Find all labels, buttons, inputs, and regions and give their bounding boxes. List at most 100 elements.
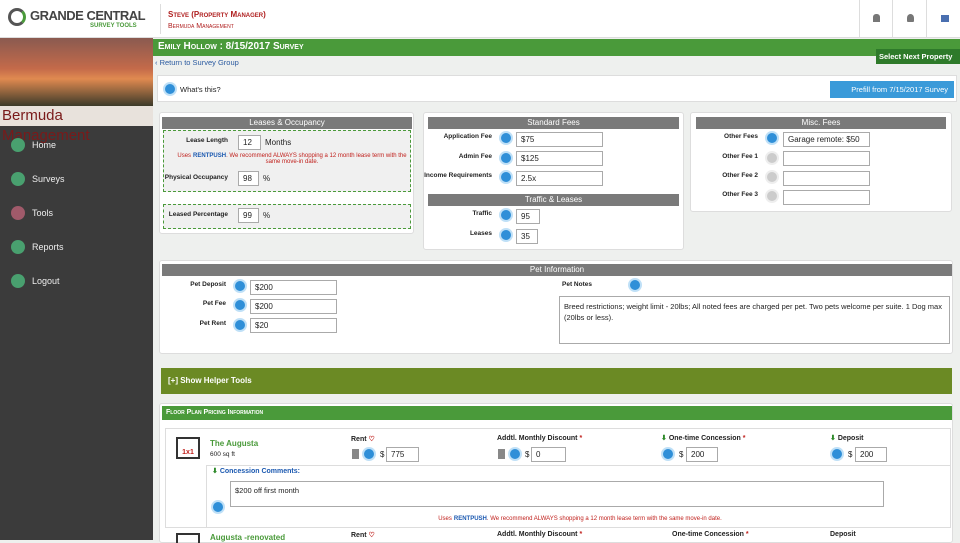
input[interactable]: 200: [686, 447, 718, 462]
header: GRANDE CENTRAL SURVEY TOOLS Steve (Prope…: [0, 0, 960, 38]
input[interactable]: [783, 151, 870, 166]
field-icon[interactable]: [233, 318, 247, 332]
floorplan-panel: [159, 403, 953, 543]
bell-icon[interactable]: [873, 14, 880, 22]
column-label: ⬇ One-time Concession *: [661, 435, 746, 442]
help-icon[interactable]: [163, 82, 177, 96]
field-icon[interactable]: [661, 447, 675, 461]
plan-size: 600 sq ft: [210, 451, 235, 458]
field-icon[interactable]: [211, 500, 225, 514]
plan-type: 1x1: [176, 437, 200, 459]
help-text[interactable]: What's this?: [180, 85, 221, 94]
field-label: Pet Deposit: [190, 281, 226, 288]
field-icon[interactable]: [499, 151, 513, 165]
field-icon[interactable]: [362, 447, 376, 461]
divider: [926, 0, 927, 38]
nav-label[interactable]: Reports: [32, 242, 64, 252]
nav-item[interactable]: Tools: [0, 198, 153, 228]
input[interactable]: Garage remote: $50: [783, 132, 870, 147]
field-icon[interactable]: [499, 228, 513, 242]
field-icon[interactable]: [508, 447, 522, 461]
sidebar: Bermuda Management Home Surveys Tools Re…: [0, 38, 153, 540]
unit: Months: [265, 138, 292, 147]
nav-label[interactable]: Logout: [32, 276, 60, 286]
unit: %: [263, 174, 271, 183]
prefill-button[interactable]: Prefill from 7/15/2017 Survey: [830, 81, 954, 98]
field-icon[interactable]: [628, 278, 642, 292]
field-icon[interactable]: [499, 170, 513, 184]
field-icon[interactable]: [765, 189, 779, 203]
pet-notes[interactable]: Breed restrictions; weight limit - 20lbs…: [559, 296, 950, 344]
input[interactable]: 200: [855, 447, 887, 462]
input[interactable]: 0: [531, 447, 566, 462]
input[interactable]: $200: [250, 299, 337, 314]
note-text: . We recommend ALWAYS shopping a 12 mont…: [226, 153, 407, 165]
nav-label[interactable]: Surveys: [32, 174, 65, 184]
plan-name: The Augusta: [210, 439, 259, 448]
survey-title: Emily Hollow : 8/15/2017 Survey: [153, 39, 960, 56]
input[interactable]: [783, 190, 870, 205]
input[interactable]: $200: [250, 280, 337, 295]
user-icon[interactable]: [907, 14, 914, 22]
column-text: Addtl. Monthly Discount: [497, 531, 578, 538]
input[interactable]: 95: [516, 209, 540, 224]
field-label: Admin Fee: [458, 153, 492, 160]
column-text: Deposit: [830, 531, 856, 538]
next-property-button[interactable]: Select Next Property: [876, 49, 960, 64]
note-brand: RENTPUSH: [453, 516, 487, 522]
nav-label[interactable]: Home: [32, 140, 57, 150]
panel-header: Leases & Occupancy: [162, 117, 412, 129]
currency: $: [848, 450, 853, 459]
logout-icon[interactable]: [941, 15, 949, 22]
field-label: Traffic: [472, 210, 492, 217]
input[interactable]: $75: [516, 132, 603, 147]
column-text: Rent: [351, 436, 367, 443]
note-brand: RENTPUSH: [193, 153, 227, 159]
nav-item[interactable]: Surveys: [0, 164, 153, 194]
panel-header: Traffic & Leases: [428, 194, 679, 206]
input[interactable]: 2.5x: [516, 171, 603, 186]
field-icon[interactable]: [765, 151, 779, 165]
helper-tools[interactable]: [+] Show Helper Tools: [161, 368, 952, 394]
field-icon[interactable]: [233, 298, 247, 312]
back-link[interactable]: ‹ Return to Survey Group: [155, 58, 239, 67]
nav-item[interactable]: Home: [0, 130, 153, 160]
field-icon[interactable]: [830, 447, 844, 461]
calc-icon[interactable]: [352, 449, 359, 459]
field-label: Other Fees: [724, 133, 758, 140]
divider: [892, 0, 893, 38]
currency: $: [679, 450, 684, 459]
input[interactable]: $125: [516, 151, 603, 166]
nav-item[interactable]: Reports: [0, 232, 153, 262]
panel-header: Standard Fees: [428, 117, 679, 129]
column-label: ⬇ Deposit: [830, 435, 864, 442]
note-text: . We recommend ALWAYS shopping a 12 mont…: [486, 516, 722, 522]
input[interactable]: 99: [238, 208, 259, 223]
column-text: Deposit: [837, 435, 864, 442]
comments-input[interactable]: $200 off first month: [230, 481, 884, 507]
back-link-text[interactable]: Return to Survey Group: [159, 58, 239, 67]
input[interactable]: [783, 171, 870, 186]
column-text: One-time Concession: [668, 435, 741, 442]
field-label: Pet Fee: [202, 300, 226, 307]
logo-sub: SURVEY TOOLS: [90, 23, 137, 29]
field-icon[interactable]: [233, 279, 247, 293]
field-icon[interactable]: [499, 131, 513, 145]
input[interactable]: 98: [238, 171, 259, 186]
calc-icon[interactable]: [498, 449, 505, 459]
field-label: Other Fee 2: [722, 172, 758, 179]
sidebar-company: Bermuda Management: [0, 106, 153, 144]
nav-item[interactable]: Logout: [0, 266, 153, 296]
field-icon[interactable]: [765, 131, 779, 145]
user-company: Bermuda Management: [168, 23, 234, 30]
input[interactable]: $20: [250, 318, 337, 333]
column-text: One-time Concession: [672, 531, 744, 538]
input[interactable]: 775: [386, 447, 419, 462]
field-icon[interactable]: [499, 208, 513, 222]
input[interactable]: 12: [238, 135, 261, 150]
input[interactable]: 35: [516, 229, 538, 244]
nav-label[interactable]: Tools: [32, 208, 54, 218]
field-icon[interactable]: [765, 170, 779, 184]
column-label: Addtl. Monthly Discount *: [497, 531, 583, 538]
